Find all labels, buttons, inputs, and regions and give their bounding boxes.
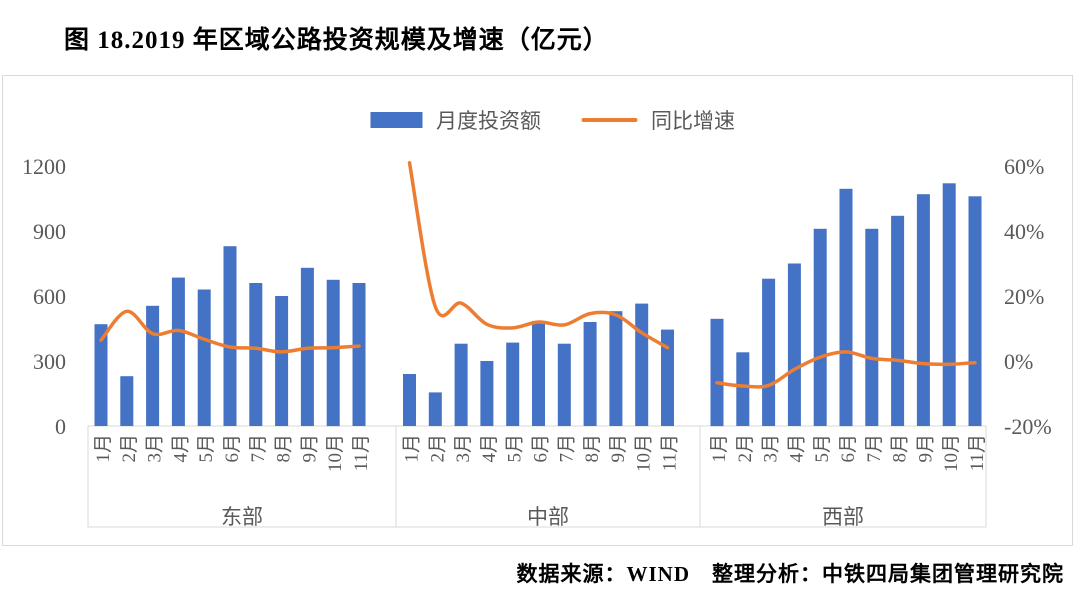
bar-west-1 [710, 318, 724, 427]
month-label-central-6: 6月 [531, 434, 552, 463]
month-label-west-5: 5月 [812, 434, 833, 463]
bar-central-4 [480, 361, 494, 426]
month-label-east-7: 7月 [248, 434, 269, 463]
month-label-west-8: 8月 [890, 434, 911, 463]
month-label-east-5: 5月 [196, 434, 217, 463]
month-label-west-1: 1月 [709, 434, 730, 463]
bar-west-5 [813, 228, 827, 426]
month-label-west-7: 7月 [864, 434, 885, 463]
right-axis-tick: 60% [1004, 154, 1044, 179]
month-label-west-6: 6月 [838, 434, 859, 463]
month-label-central-9: 9月 [608, 434, 629, 463]
month-label-east-3: 3月 [145, 434, 166, 463]
bar-central-8 [583, 322, 597, 426]
month-label-west-9: 9月 [915, 434, 936, 463]
bar-central-9 [609, 311, 623, 426]
left-axis-tick: 300 [33, 349, 66, 374]
month-label-east-6: 6月 [222, 434, 243, 463]
bar-central-10 [635, 303, 649, 426]
right-axis-tick: 0% [1004, 349, 1033, 374]
legend-item-bars: 月度投资额 [370, 105, 541, 135]
month-label-east-2: 2月 [119, 434, 140, 463]
left-axis-tick: 1200 [22, 154, 66, 179]
month-label-central-8: 8月 [582, 434, 603, 463]
left-axis-tick: 0 [55, 414, 66, 439]
bar-east-4 [171, 277, 185, 426]
month-label-central-5: 5月 [505, 434, 526, 463]
month-label-west-10: 10月 [941, 434, 962, 472]
left-axis-tick: 600 [33, 284, 66, 309]
bar-swatch-icon [370, 112, 422, 128]
bar-east-6 [223, 246, 237, 426]
bar-west-3 [762, 278, 776, 426]
legend-label-bars: 月度投资额 [436, 109, 541, 133]
month-label-central-7: 7月 [556, 434, 577, 463]
group-label-east: 东部 [221, 505, 263, 529]
bar-central-2 [428, 392, 442, 426]
month-label-east-10: 10月 [325, 434, 346, 472]
month-label-east-8: 8月 [274, 434, 295, 463]
bar-central-6 [532, 320, 545, 426]
bar-central-3 [454, 343, 468, 426]
month-label-central-3: 3月 [453, 434, 474, 463]
month-label-central-2: 2月 [427, 434, 448, 463]
bar-central-5 [506, 342, 520, 426]
month-label-west-2: 2月 [735, 434, 756, 463]
right-axis-tick: 20% [1004, 284, 1044, 309]
bar-east-5 [197, 289, 211, 426]
group-label-central: 中部 [527, 505, 569, 529]
right-axis-tick: -20% [1004, 414, 1052, 439]
growth-line-west [715, 350, 977, 389]
legend: 月度投资额 同比增速 [370, 105, 735, 135]
bar-central-7 [557, 343, 571, 426]
month-label-central-1: 1月 [402, 434, 423, 463]
month-label-central-11: 11月 [660, 434, 681, 471]
bar-east-3 [146, 305, 160, 427]
bar-west-11 [968, 196, 982, 426]
bar-west-10 [942, 183, 956, 426]
month-label-west-11: 11月 [967, 434, 988, 471]
legend-item-line: 同比增速 [581, 105, 735, 135]
right-axis-tick: 40% [1004, 219, 1044, 244]
legend-label-line: 同比增速 [651, 109, 735, 133]
growth-line-east [99, 309, 361, 354]
bar-west-2 [736, 352, 750, 426]
month-label-central-4: 4月 [479, 434, 500, 463]
group-label-west: 西部 [822, 505, 864, 529]
bar-west-4 [787, 263, 801, 426]
bar-west-9 [916, 194, 930, 426]
month-label-central-10: 10月 [634, 434, 655, 472]
month-label-east-9: 9月 [299, 434, 320, 463]
bar-east-8 [275, 296, 289, 426]
bar-west-6 [839, 188, 853, 427]
line-swatch-icon [581, 118, 637, 122]
bar-west-8 [891, 215, 905, 426]
bar-central-1 [403, 374, 416, 426]
bar-east-1 [94, 324, 108, 426]
bar-central-11 [661, 329, 674, 426]
bar-east-10 [326, 279, 340, 427]
growth-line-central [407, 161, 670, 350]
month-label-east-11: 11月 [351, 434, 372, 471]
bar-west-7 [865, 228, 879, 426]
month-label-east-1: 1月 [93, 434, 114, 463]
left-axis-tick: 900 [33, 219, 66, 244]
bar-east-11 [352, 283, 366, 426]
chart-title: 图 18.2019 年区域公路投资规模及增速（亿元） [64, 27, 609, 54]
month-label-west-4: 4月 [786, 434, 807, 463]
month-label-west-3: 3月 [761, 434, 782, 463]
source-note: 数据来源：WIND 整理分析：中铁四局集团管理研究院 [516, 562, 1064, 586]
month-label-east-4: 4月 [170, 434, 191, 463]
bar-east-7 [249, 283, 263, 426]
bar-east-2 [120, 376, 134, 426]
